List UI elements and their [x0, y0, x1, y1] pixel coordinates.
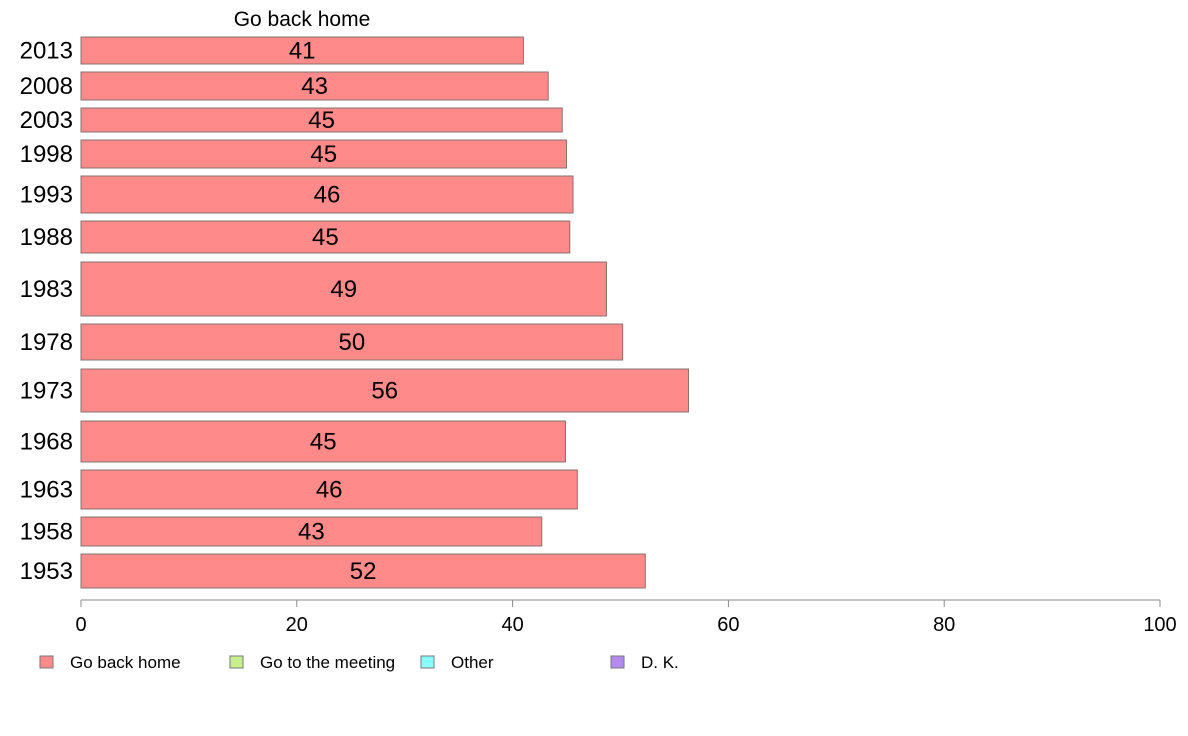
- category-label-1978: 1978: [20, 329, 73, 356]
- bar-1968: [80, 420, 566, 463]
- bar-1993: [80, 175, 574, 214]
- legend-swatch-1: [39, 655, 54, 669]
- category-label-1998: 1998: [20, 141, 73, 168]
- legend-swatch-4: [610, 655, 625, 669]
- bar-1988: [80, 220, 571, 254]
- value-label-1953: 52: [350, 558, 377, 585]
- bar-1973: [80, 368, 689, 413]
- bar-1958: [80, 516, 543, 547]
- x-tick-label-0: 0: [75, 614, 86, 636]
- category-label-1993: 1993: [20, 182, 73, 209]
- legend-swatch-3: [420, 655, 435, 669]
- legend-label-1: Go back home: [70, 653, 181, 672]
- value-label-2013: 41: [289, 38, 316, 65]
- chart-title: Go back home: [234, 8, 371, 31]
- bar-2003: [80, 107, 563, 133]
- value-label-1973: 56: [371, 378, 398, 405]
- category-label-1973: 1973: [20, 378, 73, 405]
- bar-1978: [80, 323, 624, 361]
- x-tick-label-60: 60: [717, 614, 739, 636]
- x-tick-label-20: 20: [286, 614, 308, 636]
- bar-1998: [80, 139, 568, 169]
- x-tick-label-80: 80: [933, 614, 955, 636]
- value-label-1978: 50: [338, 329, 365, 356]
- category-label-1963: 1963: [20, 477, 73, 504]
- category-label-2013: 2013: [20, 38, 73, 65]
- bar-1963: [80, 469, 578, 510]
- category-label-1953: 1953: [20, 558, 73, 585]
- legend-label-3: Other: [451, 653, 494, 672]
- value-label-1988: 45: [312, 224, 339, 251]
- legend-label-4: D. K.: [641, 653, 679, 672]
- x-tick-label-100: 100: [1143, 614, 1176, 636]
- value-label-1968: 45: [310, 429, 337, 456]
- legend-label-2: Go to the meeting: [260, 653, 395, 672]
- value-label-1983: 49: [330, 276, 357, 303]
- category-label-2003: 2003: [20, 107, 73, 134]
- category-label-1958: 1958: [20, 519, 73, 546]
- category-label-1988: 1988: [20, 224, 73, 251]
- value-label-1998: 45: [310, 141, 337, 168]
- category-label-2008: 2008: [20, 73, 73, 100]
- value-label-1963: 46: [316, 477, 343, 504]
- x-tick-label-40: 40: [501, 614, 523, 636]
- category-label-1983: 1983: [20, 276, 73, 303]
- value-label-2008: 43: [301, 73, 328, 100]
- bars: 2013 41 2008 43 2003 45 1998 45 1993 46 1988 45 1983…: [20, 36, 689, 589]
- bar-2013: [80, 36, 524, 65]
- category-label-1968: 1968: [20, 429, 73, 456]
- x-axis: 0 20 40 60 80 100: [75, 599, 1177, 636]
- legend-swatch-2: [229, 655, 244, 669]
- bar-1953: [80, 553, 646, 589]
- bar-1983: [80, 261, 607, 317]
- bar-2008: [80, 71, 549, 101]
- value-label-2003: 45: [308, 107, 335, 134]
- value-label-1958: 43: [298, 519, 325, 546]
- value-label-1993: 46: [314, 182, 341, 209]
- legend: Go back home Go to the meeting Other D. K.: [39, 653, 679, 672]
